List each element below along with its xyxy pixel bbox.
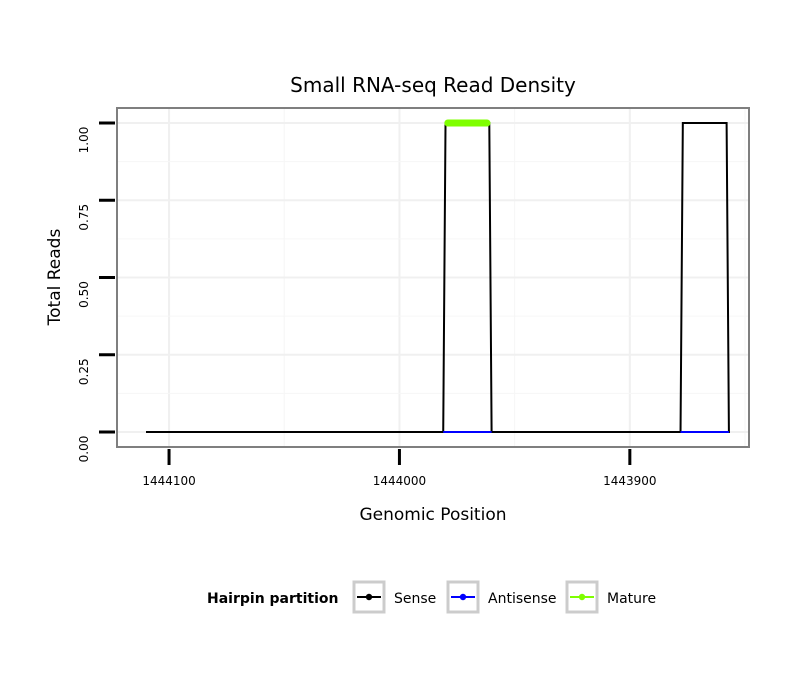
plot-panel [116,107,750,448]
legend-label-mature: Mature [607,591,656,607]
legend-title: Hairpin partition [207,591,338,607]
y-tick-label: 0.25 [77,358,91,385]
legend: Hairpin partition Sense Antisense Mature [207,580,656,614]
x-tick-label: 1444000 [373,474,426,488]
x-axis: 1444100 1444000 1443900 [142,449,657,488]
y-tick-label: 0.75 [77,204,91,231]
series-line-sense [146,122,730,433]
legend-label-antisense: Antisense [488,591,557,607]
legend-label-sense: Sense [394,591,436,607]
legend-key-dot [365,593,373,601]
y-tick-label: 0.50 [77,281,91,308]
legend-key-dot [459,593,467,601]
grid-layer [117,108,749,447]
y-axis: 0.00 0.25 0.50 0.75 1.00 [77,121,115,463]
chart-title: Small RNA-seq Read Density [290,73,576,97]
x-tick-label: 1444100 [142,474,195,488]
plot-border [116,107,750,448]
x-axis-title: Genomic Position [359,505,506,525]
series-layer [146,119,730,433]
y-tick-label: 1.00 [77,127,91,154]
legend-items: Sense Antisense Mature [352,580,656,614]
y-tick-label: 0.00 [77,436,91,463]
x-tick-label: 1443900 [603,474,656,488]
legend-key-dot [578,593,586,601]
y-axis-title: Total Reads [45,229,65,327]
